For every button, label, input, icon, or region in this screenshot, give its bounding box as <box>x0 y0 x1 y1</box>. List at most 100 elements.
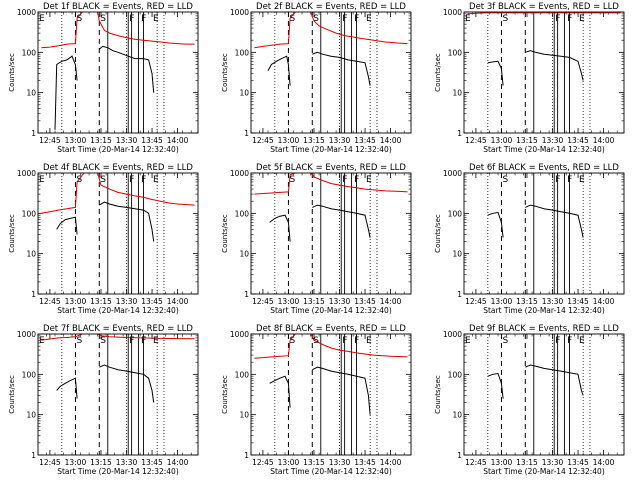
region-marker: F <box>342 175 347 185</box>
y-tick-label: 1 <box>31 451 36 460</box>
region-marker: F <box>555 175 560 185</box>
y-axis-label: Counts/sec <box>434 214 442 253</box>
y-tick-label: 1 <box>31 290 36 299</box>
series-lld-line <box>41 333 83 341</box>
y-tick-label: 100 <box>235 48 250 57</box>
y-tick-label: 10 <box>452 250 462 259</box>
x-tick-label: 13:15 <box>516 297 538 306</box>
y-axis-label: Counts/sec <box>8 53 16 92</box>
x-tick-label: 13:00 <box>491 458 513 467</box>
y-tick-label: 1000 <box>17 169 36 178</box>
y-tick-label: 100 <box>22 209 37 218</box>
region-marker: S <box>289 14 295 24</box>
region-marker: E <box>579 14 585 24</box>
series-events-line <box>525 204 584 238</box>
region-marker: F <box>141 175 146 185</box>
y-tick-label: 1000 <box>17 8 36 17</box>
x-tick-label: 13:30 <box>542 458 564 467</box>
x-tick-label: 13:30 <box>116 297 138 306</box>
x-axis-label: Start Time (20-Mar-14 12:32:40) <box>483 306 605 315</box>
x-tick-label: 14:00 <box>593 297 615 306</box>
x-tick-label: 14:00 <box>167 136 189 145</box>
series-events-line <box>98 45 155 93</box>
x-tick-label: 13:15 <box>516 458 538 467</box>
y-tick-label: 100 <box>448 370 463 379</box>
series-events-line <box>487 372 504 399</box>
series-lld-line <box>467 12 621 15</box>
panel-det-3: Det 3f BLACK = Events, RED = LLD 1 10 100 10… <box>434 2 625 154</box>
x-tick-label: 13:00 <box>65 136 87 145</box>
region-marker: E <box>153 175 159 185</box>
y-tick-label: 10 <box>452 89 462 98</box>
y-tick-label: 1 <box>244 451 249 460</box>
x-tick-label: 13:30 <box>542 136 564 145</box>
plot-frame <box>37 172 199 295</box>
series-events-line <box>312 51 371 86</box>
region-marker: E <box>39 175 45 185</box>
region-marker: E <box>39 14 45 24</box>
region-marker: F <box>129 14 134 24</box>
x-tick-label: 13:00 <box>278 136 300 145</box>
y-tick-label: 10 <box>26 250 36 259</box>
x-tick-label: 12:45 <box>465 297 487 306</box>
series-events-line <box>269 375 291 408</box>
region-marker: E <box>579 175 585 185</box>
x-axis-label: Start Time (20-Mar-14 12:32:40) <box>270 306 392 315</box>
y-tick-label: 10 <box>452 411 462 420</box>
series-lld-line <box>41 11 83 49</box>
region-marker: F <box>555 336 560 346</box>
panel-title: Det 3f BLACK = Events, RED = LLD <box>469 2 619 12</box>
series-events-line <box>487 60 504 86</box>
x-tick-label: 13:15 <box>90 136 112 145</box>
series-events-line <box>525 364 584 396</box>
panel-title: Det 7f BLACK = Events, RED = LLD <box>43 324 193 334</box>
y-tick-label: 1 <box>457 129 462 138</box>
region-marker: F <box>354 14 359 24</box>
plot-frame <box>463 11 625 134</box>
x-axis-label: Start Time (20-Mar-14 12:32:40) <box>483 145 605 154</box>
series-events-line <box>56 377 78 399</box>
y-tick-label: 1000 <box>443 8 462 17</box>
series-lld-line <box>310 333 408 358</box>
y-tick-label: 1 <box>244 290 249 299</box>
y-tick-label: 100 <box>448 209 463 218</box>
series-lld-line <box>97 172 195 206</box>
region-marker: S <box>502 336 508 346</box>
x-tick-label: 13:30 <box>116 136 138 145</box>
x-axis-label: Start Time (20-Mar-14 12:32:40) <box>270 467 392 476</box>
region-marker: S <box>76 336 82 346</box>
plot-frame <box>463 172 625 295</box>
x-tick-label: 14:00 <box>167 297 189 306</box>
x-tick-label: 13:30 <box>329 136 351 145</box>
x-tick-label: 13:45 <box>567 136 589 145</box>
region-marker: F <box>342 14 347 24</box>
panel-det-7: Det 7f BLACK = Events, RED = LLD 1 10 100 10… <box>8 324 199 476</box>
region-marker: E <box>366 175 372 185</box>
panel-det-9: Det 9f BLACK = Events, RED = LLD 1 10 100 10… <box>434 324 625 476</box>
region-marker: E <box>366 14 372 24</box>
series-lld-line <box>310 11 408 45</box>
x-tick-label: 12:45 <box>39 136 61 145</box>
series-events-line <box>267 55 291 86</box>
x-tick-label: 13:00 <box>491 297 513 306</box>
x-tick-label: 13:15 <box>90 297 112 306</box>
x-tick-label: 12:45 <box>39 458 61 467</box>
panel-det-1: Det 1f BLACK = Events, RED = LLD 1 10 100 10… <box>8 2 199 154</box>
y-tick-label: 100 <box>235 209 250 218</box>
region-marker: E <box>153 14 159 24</box>
x-axis-label: Start Time (20-Mar-14 12:32:40) <box>57 145 179 154</box>
x-tick-label: 13:45 <box>141 136 163 145</box>
region-marker: E <box>366 336 372 346</box>
region-marker: F <box>141 336 146 346</box>
series-lld-line <box>97 333 195 340</box>
region-marker: S <box>100 175 106 185</box>
x-tick-label: 14:00 <box>593 458 615 467</box>
region-marker: E <box>39 336 45 346</box>
y-tick-label: 10 <box>239 89 249 98</box>
x-tick-label: 13:45 <box>567 458 589 467</box>
x-tick-label: 13:45 <box>354 458 376 467</box>
region-marker: S <box>313 336 319 346</box>
plot-frame <box>250 172 412 295</box>
x-tick-label: 13:30 <box>329 297 351 306</box>
